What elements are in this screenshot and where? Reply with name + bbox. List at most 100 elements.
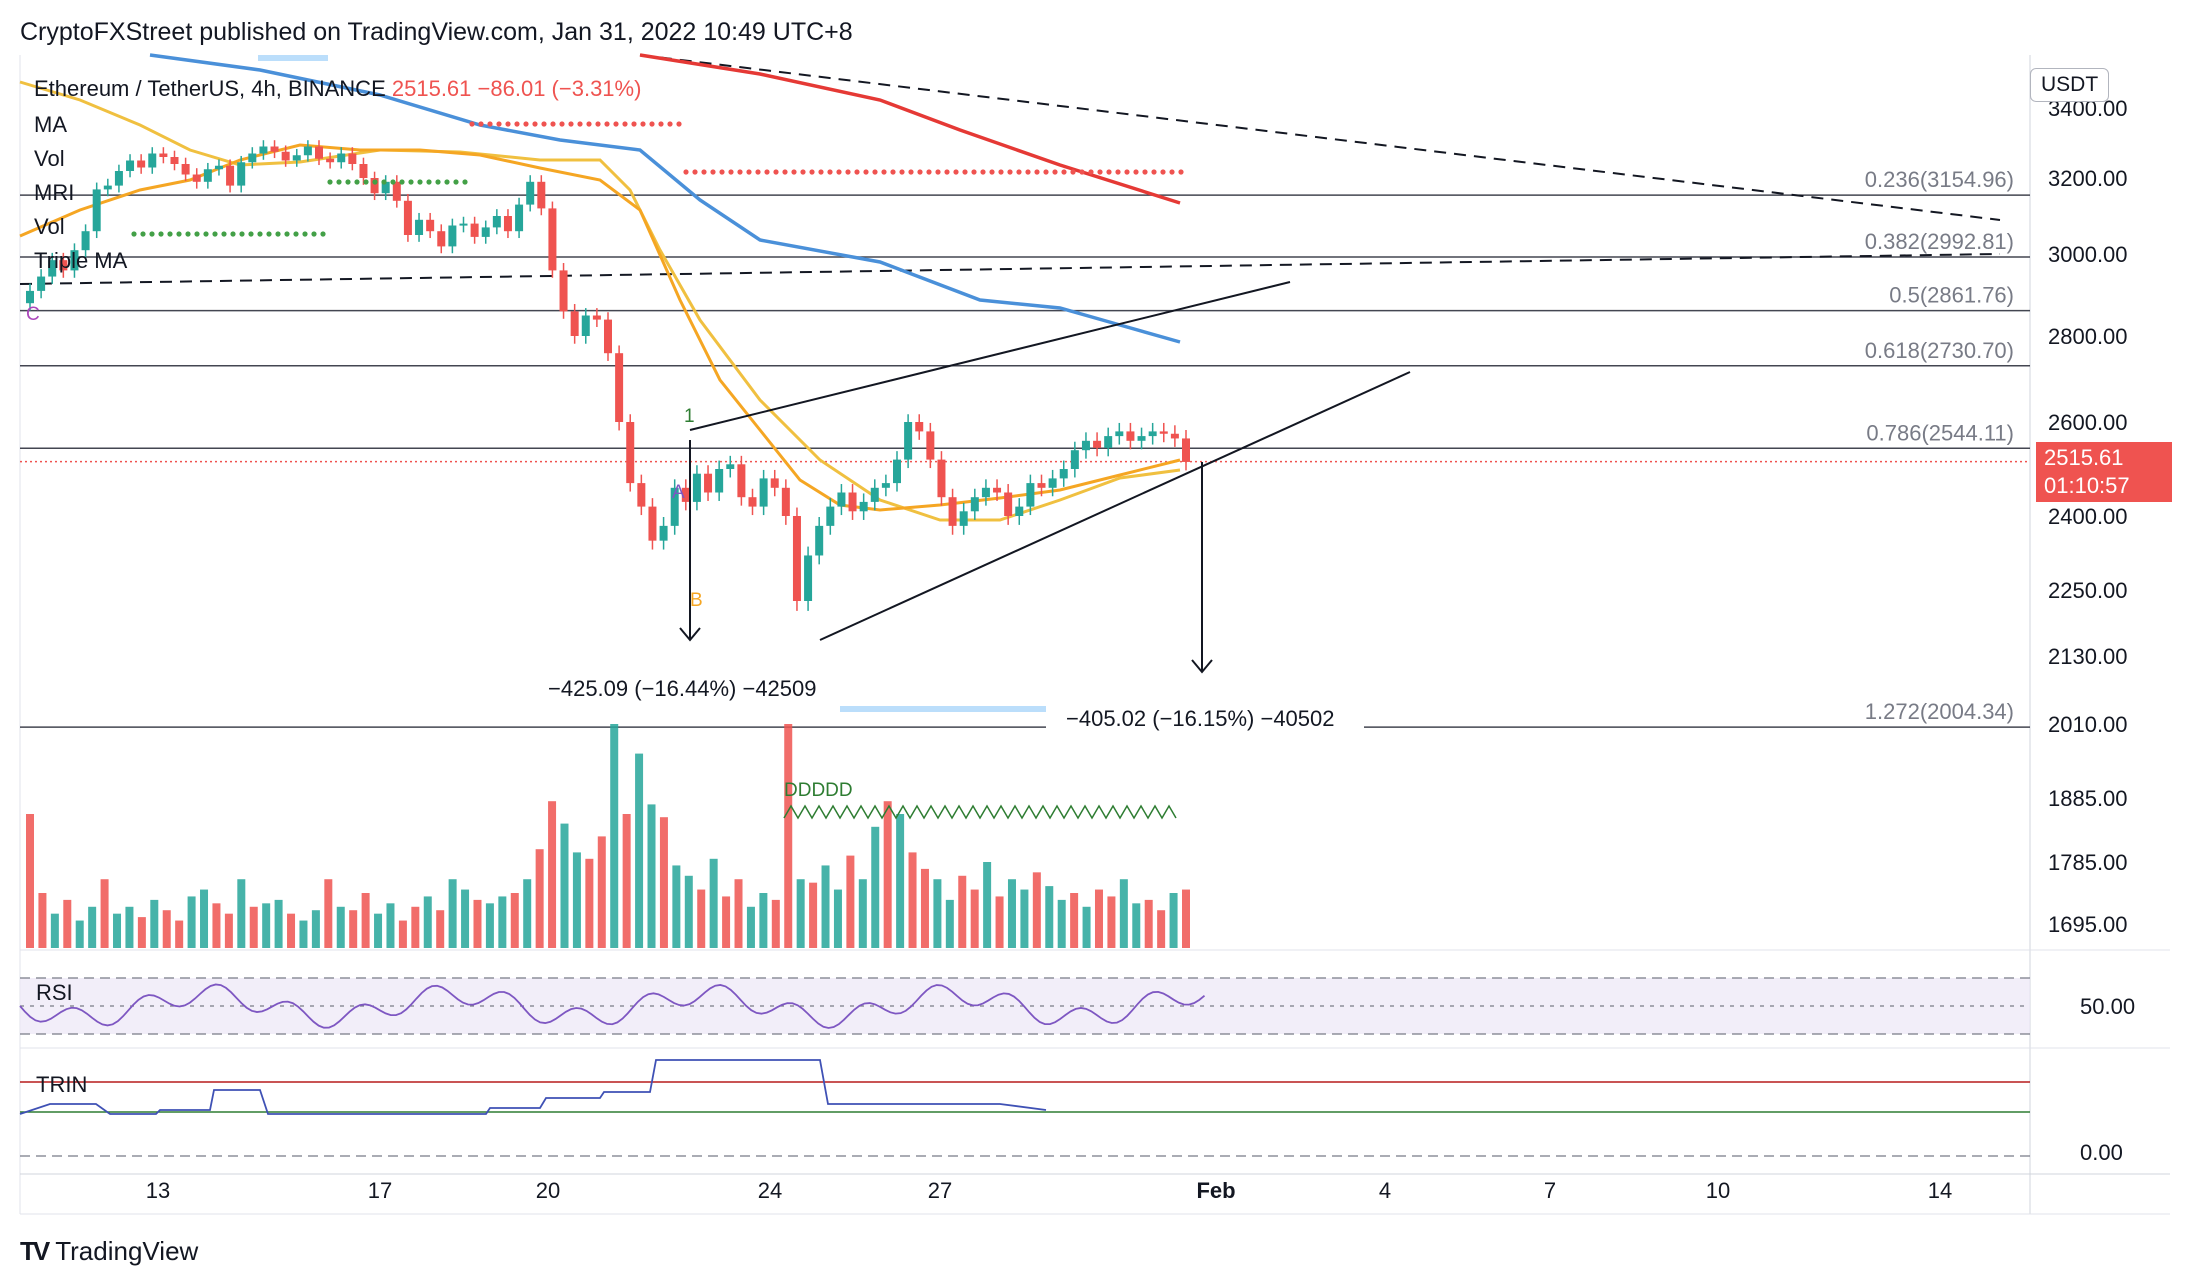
volume-bar: [958, 875, 967, 948]
candle-body: [237, 162, 246, 186]
d-annotation: DDDDD: [784, 780, 853, 801]
candle-body: [470, 223, 479, 237]
candle-body: [826, 506, 835, 526]
candle-body: [415, 219, 424, 235]
tradingview-mark-icon: TV: [20, 1236, 50, 1266]
signal-dot: [800, 169, 806, 175]
candle-body: [681, 487, 690, 502]
signal-dot: [1124, 169, 1130, 175]
signal-dot: [595, 121, 601, 127]
legend-mri[interactable]: MRI: [34, 180, 75, 205]
signal-dot: [399, 179, 405, 185]
volume-bar: [1045, 886, 1054, 948]
signal-dot: [980, 169, 986, 175]
legend-vol[interactable]: Vol: [34, 146, 65, 171]
tradingview-logo[interactable]: TV TradingView: [20, 1236, 198, 1267]
volume-bar: [287, 913, 296, 948]
candle-body: [103, 185, 112, 190]
signal-dot: [764, 169, 770, 175]
volume-bar: [622, 814, 631, 948]
candle-body: [348, 153, 357, 164]
volume-bar: [709, 858, 718, 948]
candle-body: [381, 181, 390, 194]
signal-dot: [469, 121, 475, 127]
signal-dot: [1061, 169, 1067, 175]
signal-dot: [791, 169, 797, 175]
signal-dot: [372, 179, 378, 185]
candle-body: [515, 204, 524, 232]
candle-body: [1137, 436, 1146, 441]
legend-ma[interactable]: MA: [34, 112, 67, 137]
signal-dot: [683, 169, 689, 175]
wave-label-a: A: [672, 482, 685, 503]
candle-body: [370, 178, 379, 194]
candle-body: [881, 483, 890, 488]
signal-dot: [935, 169, 941, 175]
candle-body: [270, 146, 279, 152]
volume-bar: [833, 889, 842, 948]
legend-triple-ma[interactable]: Triple MA: [34, 248, 128, 273]
candle-body: [492, 216, 501, 228]
candle-body: [437, 231, 446, 247]
volume-bar: [635, 753, 644, 948]
highlight-bar: [258, 55, 328, 61]
volume-bar: [1032, 872, 1041, 948]
candle-body: [937, 459, 946, 498]
signal-dot: [158, 231, 164, 237]
candle-body: [737, 464, 746, 498]
candle-body: [214, 165, 223, 170]
volume-bar: [125, 906, 134, 948]
volume-bar: [374, 913, 383, 948]
volume-bar: [908, 852, 917, 948]
x-tick-label: 4: [1379, 1178, 1391, 1203]
signal-dot: [658, 121, 664, 127]
volume-bar: [26, 814, 34, 948]
volume-bar: [871, 826, 880, 948]
signal-dot: [1169, 169, 1175, 175]
ma-red-line: [639, 53, 1181, 205]
signal-dot: [462, 179, 468, 185]
volume-bar: [224, 913, 233, 948]
signal-dot: [1115, 169, 1121, 175]
candle-body: [292, 155, 301, 161]
volume-bar: [50, 913, 59, 948]
candle-body: [148, 153, 157, 168]
volume-bar: [249, 906, 258, 948]
last-price-tag: 2515.61 01:10:57: [2036, 442, 2172, 502]
volume-bar: [299, 920, 308, 948]
signal-dot: [203, 231, 209, 237]
volume-bar: [498, 896, 507, 948]
signal-dot: [167, 231, 173, 237]
volume-bar: [722, 896, 731, 948]
fib-label: 0.236(3154.96): [1865, 167, 2014, 192]
volume-bar: [448, 879, 457, 948]
rsi-tick: 50.00: [2080, 994, 2135, 1019]
signal-dot: [185, 231, 191, 237]
candle-body: [259, 146, 268, 154]
candle-body: [26, 290, 34, 304]
y-tick-label: 1695.00: [2048, 912, 2128, 937]
volume-bar: [610, 724, 619, 948]
x-tick-label: 17: [368, 1178, 392, 1203]
candle-body: [837, 492, 846, 507]
candle-body: [503, 216, 512, 232]
legend-vol-2[interactable]: Vol: [34, 214, 65, 239]
candle-body: [959, 511, 968, 526]
candle-body: [70, 250, 79, 271]
candle-body: [748, 497, 757, 507]
candle-body: [804, 555, 813, 601]
candle-body: [915, 422, 924, 432]
currency-button[interactable]: USDT: [2030, 68, 2110, 102]
signal-dot: [1016, 169, 1022, 175]
volume-bar: [1057, 899, 1066, 948]
signal-dot: [962, 169, 968, 175]
candle-body: [726, 464, 735, 469]
volume-bar: [572, 852, 581, 948]
signal-dot: [971, 169, 977, 175]
y-tick-label: 1885.00: [2048, 786, 2128, 811]
signal-dot: [649, 121, 655, 127]
candle-body: [1026, 483, 1035, 507]
y-tick-label: 3200.00: [2048, 166, 2128, 191]
signal-dot: [908, 169, 914, 175]
